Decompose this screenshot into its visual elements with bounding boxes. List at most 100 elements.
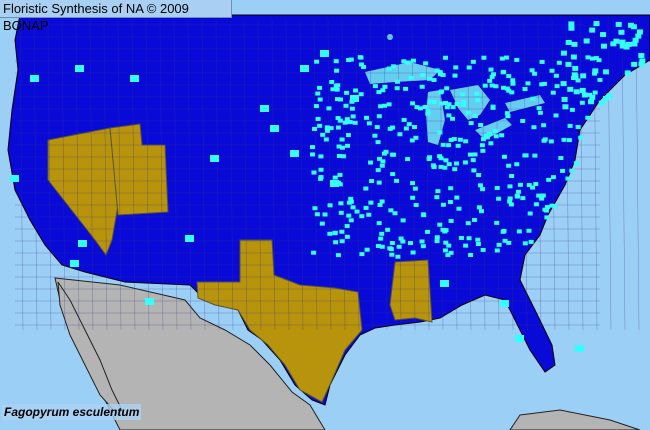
present-county bbox=[410, 250, 416, 255]
present-county bbox=[427, 99, 433, 104]
present-county bbox=[379, 231, 385, 236]
present-county bbox=[437, 222, 443, 227]
present-county bbox=[376, 180, 382, 185]
present-county bbox=[314, 212, 320, 217]
present-county bbox=[381, 103, 387, 108]
present-county bbox=[475, 237, 481, 242]
present-county bbox=[480, 247, 486, 252]
present-county bbox=[344, 117, 350, 122]
present-county bbox=[488, 141, 494, 146]
present-county bbox=[444, 105, 450, 110]
county-line bbox=[425, 19, 430, 331]
present-county bbox=[412, 186, 418, 191]
present-county bbox=[631, 41, 638, 47]
present-county bbox=[434, 239, 440, 244]
present-county bbox=[573, 89, 580, 95]
present-county bbox=[431, 99, 437, 104]
present-county bbox=[526, 183, 532, 188]
present-county bbox=[391, 64, 397, 69]
present-county bbox=[461, 99, 467, 104]
present-county bbox=[343, 103, 349, 108]
present-county bbox=[515, 335, 524, 342]
present-county bbox=[313, 104, 319, 109]
present-county bbox=[540, 193, 546, 198]
present-county bbox=[529, 68, 535, 73]
present-county bbox=[381, 151, 387, 156]
present-county bbox=[324, 125, 330, 130]
present-county bbox=[447, 200, 453, 205]
present-county bbox=[312, 126, 318, 131]
present-county bbox=[445, 253, 451, 258]
present-county bbox=[592, 68, 599, 74]
present-county bbox=[413, 135, 419, 140]
present-county bbox=[394, 178, 400, 183]
present-county bbox=[310, 152, 316, 157]
present-county bbox=[450, 105, 456, 110]
state-texas bbox=[196, 239, 363, 403]
present-county bbox=[290, 150, 299, 157]
present-county bbox=[376, 90, 382, 95]
present-county bbox=[516, 189, 522, 194]
present-county bbox=[336, 144, 342, 149]
present-county bbox=[509, 173, 515, 178]
present-county bbox=[446, 143, 452, 148]
present-county bbox=[434, 195, 440, 200]
present-county bbox=[472, 152, 478, 157]
present-county bbox=[476, 173, 482, 178]
present-county bbox=[501, 85, 507, 90]
present-county bbox=[344, 224, 350, 229]
present-county bbox=[327, 231, 333, 236]
present-county bbox=[392, 211, 398, 216]
present-county bbox=[339, 229, 345, 234]
present-county bbox=[537, 110, 543, 115]
present-county bbox=[602, 95, 609, 101]
present-county bbox=[448, 218, 454, 223]
present-county bbox=[506, 88, 512, 93]
present-county bbox=[405, 60, 411, 65]
present-county bbox=[496, 242, 502, 247]
present-county bbox=[480, 187, 486, 192]
present-county bbox=[337, 172, 343, 177]
present-county bbox=[625, 41, 632, 47]
present-county bbox=[338, 210, 344, 215]
present-county bbox=[410, 101, 416, 106]
present-county bbox=[377, 202, 383, 207]
present-county bbox=[388, 247, 394, 252]
present-county bbox=[394, 86, 400, 91]
present-county bbox=[448, 137, 454, 142]
present-county bbox=[565, 39, 572, 45]
present-county bbox=[358, 55, 364, 60]
cuba bbox=[509, 409, 641, 430]
map-title: Floristic Synthesis of NA © 2009 BONAP bbox=[0, 0, 232, 33]
present-county bbox=[494, 185, 500, 190]
present-county bbox=[78, 240, 87, 247]
present-county bbox=[525, 81, 531, 86]
present-county bbox=[458, 235, 464, 240]
present-county bbox=[332, 175, 338, 180]
present-county bbox=[496, 196, 502, 201]
present-county bbox=[315, 116, 321, 121]
county-line bbox=[621, 19, 626, 331]
present-county bbox=[560, 81, 567, 87]
present-county bbox=[417, 106, 423, 111]
present-county bbox=[435, 189, 441, 194]
present-county bbox=[385, 227, 391, 232]
county-line bbox=[257, 19, 262, 331]
present-county bbox=[380, 88, 386, 93]
present-county bbox=[400, 239, 406, 244]
present-county bbox=[339, 137, 345, 142]
present-county bbox=[460, 92, 466, 97]
present-county bbox=[517, 182, 523, 187]
present-county bbox=[532, 153, 538, 158]
present-county bbox=[260, 105, 269, 112]
present-county bbox=[437, 72, 443, 77]
present-county bbox=[420, 244, 426, 249]
present-county bbox=[325, 128, 331, 133]
present-county bbox=[583, 38, 590, 44]
present-county bbox=[481, 55, 487, 60]
present-county bbox=[376, 221, 382, 226]
present-county bbox=[350, 95, 359, 102]
county-line bbox=[243, 19, 248, 331]
present-county bbox=[465, 221, 471, 226]
present-county bbox=[379, 163, 385, 168]
